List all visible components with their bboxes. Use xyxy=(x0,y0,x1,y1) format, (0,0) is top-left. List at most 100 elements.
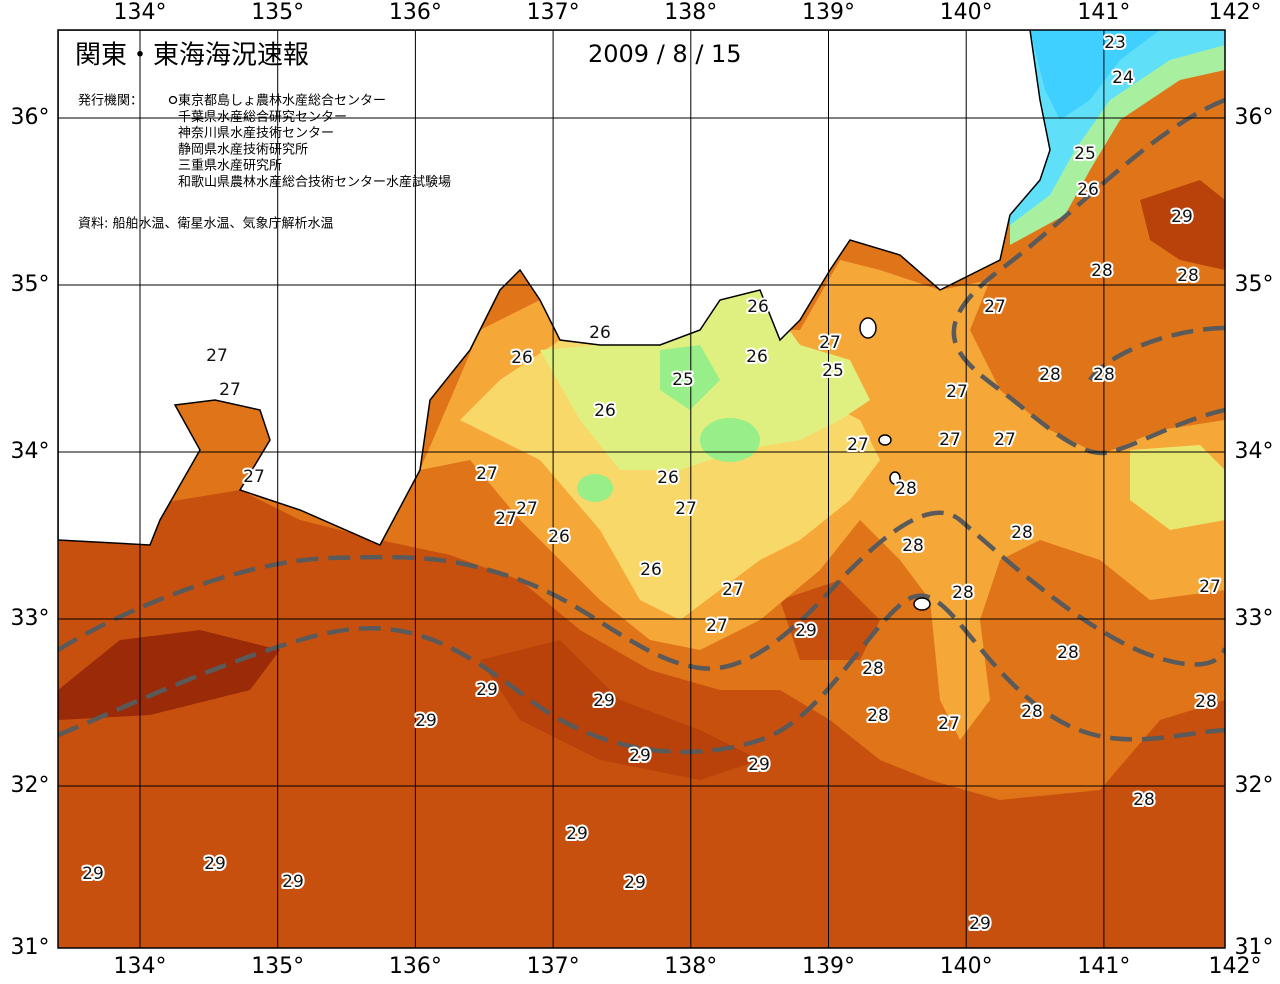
kuroshio-axis xyxy=(58,97,1225,755)
contour-label: 29 xyxy=(969,914,991,934)
contour-label: 28 xyxy=(1091,261,1113,281)
longitude-label-bottom: 134° xyxy=(114,954,167,979)
latitude-label-left: 34° xyxy=(11,439,50,464)
sea-25 xyxy=(660,345,720,410)
contour-label: 27 xyxy=(819,333,841,353)
contour-label: 27 xyxy=(476,464,498,484)
longitude-label-bottom: 140° xyxy=(940,954,993,979)
contour-label: 28 xyxy=(862,659,884,679)
agency: 千葉県水産総合研究センター xyxy=(178,109,347,125)
contour-label: 26 xyxy=(640,560,662,580)
latitude-label-right: 31° xyxy=(1235,935,1274,960)
contour-label: 26 xyxy=(657,468,679,488)
longitude-label-top: 140° xyxy=(940,0,993,25)
agency-label: 発行機関： xyxy=(78,94,143,109)
land xyxy=(58,30,1051,546)
contour-label: 28 xyxy=(902,536,924,556)
contour-label: 28 xyxy=(1133,790,1155,810)
longitude-label-bottom: 138° xyxy=(664,954,717,979)
contour-label: 28 xyxy=(1057,643,1079,663)
contour-label: 25 xyxy=(1074,144,1096,164)
longitude-label-top: 141° xyxy=(1077,0,1130,25)
contour-label: 29 xyxy=(624,873,646,893)
longitude-label-top: 138° xyxy=(664,0,717,25)
contour-label: 28 xyxy=(952,583,974,603)
contour-label: 29 xyxy=(415,711,437,731)
longitude-label-top: 135° xyxy=(251,0,304,25)
longitude-label-top: 142° xyxy=(1209,0,1262,25)
data-source: 資料: 船舶水温、衛星水温、気象庁解析水温 xyxy=(78,216,334,232)
contour-label: 27 xyxy=(243,467,265,487)
graticule xyxy=(58,30,1225,948)
contour-label: 28 xyxy=(1021,702,1043,722)
sea-29 xyxy=(1140,180,1225,270)
contour-label: 29 xyxy=(1171,207,1193,227)
contour-label: 28 xyxy=(1039,365,1061,385)
longitude-label-bottom: 137° xyxy=(527,954,580,979)
longitude-label-bottom: 141° xyxy=(1077,954,1130,979)
contour-label: 28 xyxy=(1195,692,1217,712)
contour-label: 26 xyxy=(548,527,570,547)
longitude-label-bottom: 142° xyxy=(1209,954,1262,979)
contour-label: 26 xyxy=(589,323,611,343)
latitude-label-left: 31° xyxy=(11,935,50,960)
contour-label: 27 xyxy=(938,714,960,734)
island xyxy=(913,597,931,611)
latitude-label-right: 32° xyxy=(1235,773,1274,798)
contour-label: 27 xyxy=(939,430,961,450)
contour-label: 27 xyxy=(516,499,538,519)
latitude-label-left: 32° xyxy=(11,773,50,798)
axis-labels: 134° 134° 135° 135° 136° 136° 137° 137° 138° 138°… xyxy=(11,0,1274,979)
latitude-label-left: 33° xyxy=(11,606,50,631)
kuroshio-line xyxy=(1088,325,1225,382)
contour-label: 29 xyxy=(795,621,817,641)
contour-label: 29 xyxy=(204,854,226,874)
kuroshio-line xyxy=(951,97,1225,456)
agency: 神奈川県水産技術センター xyxy=(178,125,334,141)
contour-label: 29 xyxy=(566,824,588,844)
sea-23 xyxy=(1030,30,1160,120)
longitude-label-top: 136° xyxy=(389,0,442,25)
contour-label: 27 xyxy=(847,435,869,455)
contour-label: 28 xyxy=(1177,266,1199,286)
island xyxy=(889,471,901,485)
latitude-label-right: 34° xyxy=(1235,439,1274,464)
contour-label: 27 xyxy=(219,380,241,400)
kuroshio-line xyxy=(58,593,1225,755)
contour-label: 29 xyxy=(629,746,651,766)
island xyxy=(878,434,892,446)
contour-label: 26 xyxy=(746,347,768,367)
contour-label: 27 xyxy=(495,509,517,529)
agency-list: 東京都島しょ農林水産総合センター千葉県水産総合研究センター神奈川県水産技術センタ… xyxy=(178,93,451,191)
latitude-label-left: 35° xyxy=(11,272,50,297)
contour-label: 25 xyxy=(822,361,844,381)
longitude-label-top: 137° xyxy=(527,0,580,25)
contour-label: 23 xyxy=(1104,33,1126,53)
contour-label: 29 xyxy=(593,691,615,711)
contour-label: 29 xyxy=(282,872,304,892)
contour-label: 27 xyxy=(994,430,1016,450)
contour-label: 27 xyxy=(722,580,744,600)
contour-label: 28 xyxy=(895,479,917,499)
longitude-label-top: 139° xyxy=(802,0,855,25)
contour-label: 27 xyxy=(1199,577,1221,597)
contour-label: 26 xyxy=(594,401,616,421)
map-frame xyxy=(57,29,1226,949)
sea-29-5 xyxy=(58,630,280,720)
contour-label: 27 xyxy=(946,382,968,402)
contour-label: 24 xyxy=(1112,68,1134,88)
latitude-label-right: 33° xyxy=(1235,606,1274,631)
agency-marker xyxy=(168,95,178,105)
agency: 三重県水産研究所 xyxy=(178,158,282,174)
contour-label: 29 xyxy=(82,864,104,884)
contour-label: 27 xyxy=(675,499,697,519)
latitude-label-left: 36° xyxy=(11,105,50,130)
contour-label: 29 xyxy=(748,755,770,775)
map-date: 2009 / 8 / 15 xyxy=(588,40,742,68)
contour-label: 25 xyxy=(672,370,694,390)
longitude-label-top: 134° xyxy=(114,0,167,25)
contour-label: 29 xyxy=(476,680,498,700)
